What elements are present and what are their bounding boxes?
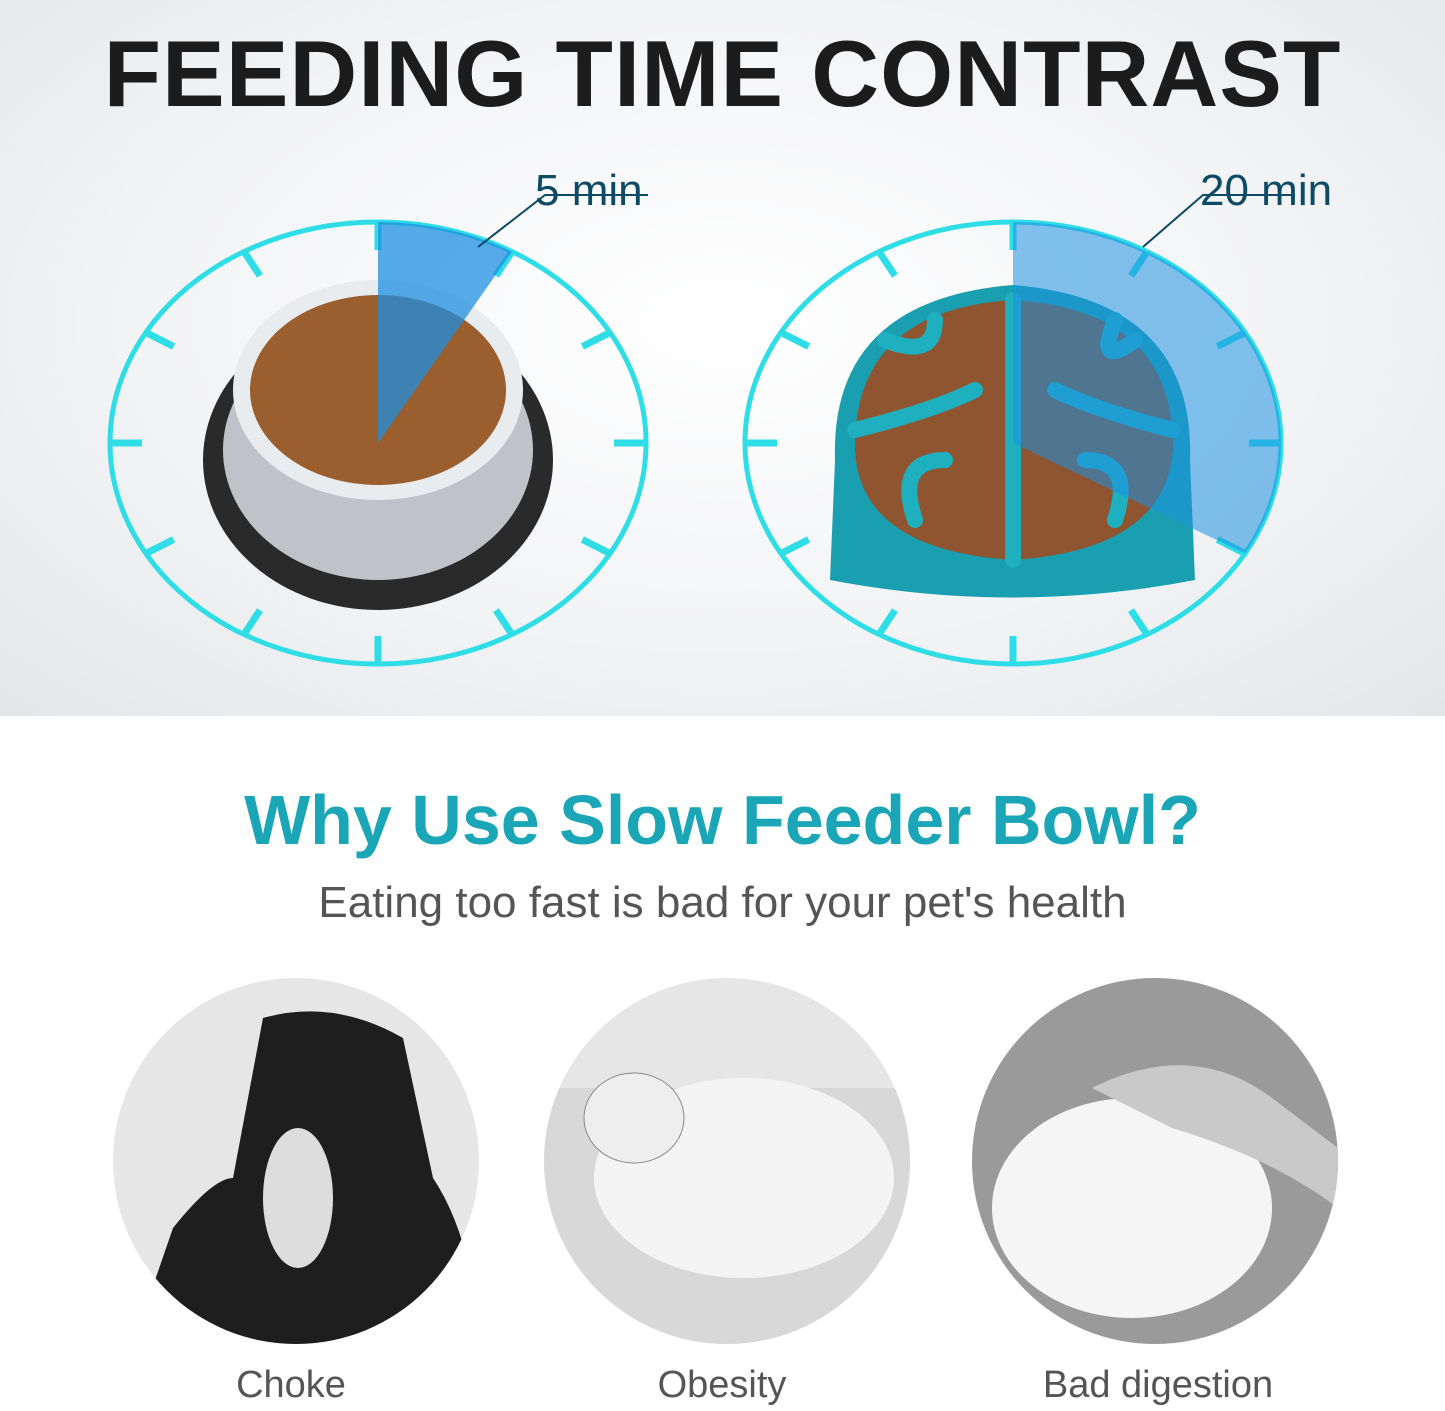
dial-tick xyxy=(493,608,515,637)
dial-tick xyxy=(779,329,811,350)
obesity-dog-photo xyxy=(544,978,910,1344)
page-title: FEEDING TIME CONTRAST xyxy=(103,21,1342,126)
dial-tick xyxy=(580,329,612,350)
dial-tick xyxy=(779,536,811,557)
label-leader-line xyxy=(1142,194,1295,248)
dial-tick xyxy=(241,608,263,637)
bad-digestion-dog-photo xyxy=(972,978,1338,1344)
dial-tick xyxy=(1128,608,1150,637)
label-leader-line xyxy=(477,194,648,248)
dial-tick xyxy=(493,249,515,278)
section-heading: Why Use Slow Feeder Bowl? xyxy=(244,781,1201,859)
regular-bowl-dial xyxy=(107,194,649,667)
dial-tick xyxy=(876,608,898,637)
dial-tick xyxy=(144,536,176,557)
dial-tick xyxy=(144,329,176,350)
time-label-slow: 20 min xyxy=(1200,166,1333,215)
problem-label-choke: Choke xyxy=(236,1364,346,1406)
section-subheading: Eating too fast is bad for your pet's he… xyxy=(318,878,1127,927)
dial-tick xyxy=(876,249,898,278)
dial-tick xyxy=(580,536,612,557)
dial-tick xyxy=(241,249,263,278)
dial-ticks xyxy=(110,222,646,664)
feeding-time-banner: FEEDING TIME CONTRAST 5 min 20 min xyxy=(0,0,1445,716)
time-wedge xyxy=(1013,222,1281,554)
time-wedge xyxy=(378,222,512,443)
choke-dog-photo xyxy=(113,978,479,1344)
time-label-regular: 5 min xyxy=(535,166,643,215)
problem-label-bad-digestion: Bad digestion xyxy=(1042,1364,1274,1406)
slow-bowl-dial xyxy=(742,194,1295,667)
problem-label-obesity: Obesity xyxy=(657,1364,787,1406)
